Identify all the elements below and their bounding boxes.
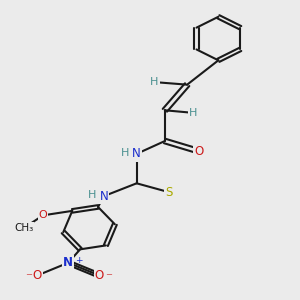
Text: S: S [166,186,173,199]
Text: O: O [95,269,104,282]
Text: H: H [150,77,159,87]
Text: N: N [63,256,73,269]
Text: +: + [75,256,82,265]
Text: O: O [194,145,204,158]
Text: N: N [100,190,108,202]
Text: ⁻: ⁻ [25,272,32,285]
Text: H: H [189,108,197,118]
Text: O: O [32,269,42,282]
Text: H: H [88,190,96,200]
Text: ⁻: ⁻ [105,272,112,285]
Text: O: O [39,210,47,220]
Text: CH₃: CH₃ [14,223,33,233]
Text: H: H [121,148,130,158]
Text: N: N [132,147,141,160]
